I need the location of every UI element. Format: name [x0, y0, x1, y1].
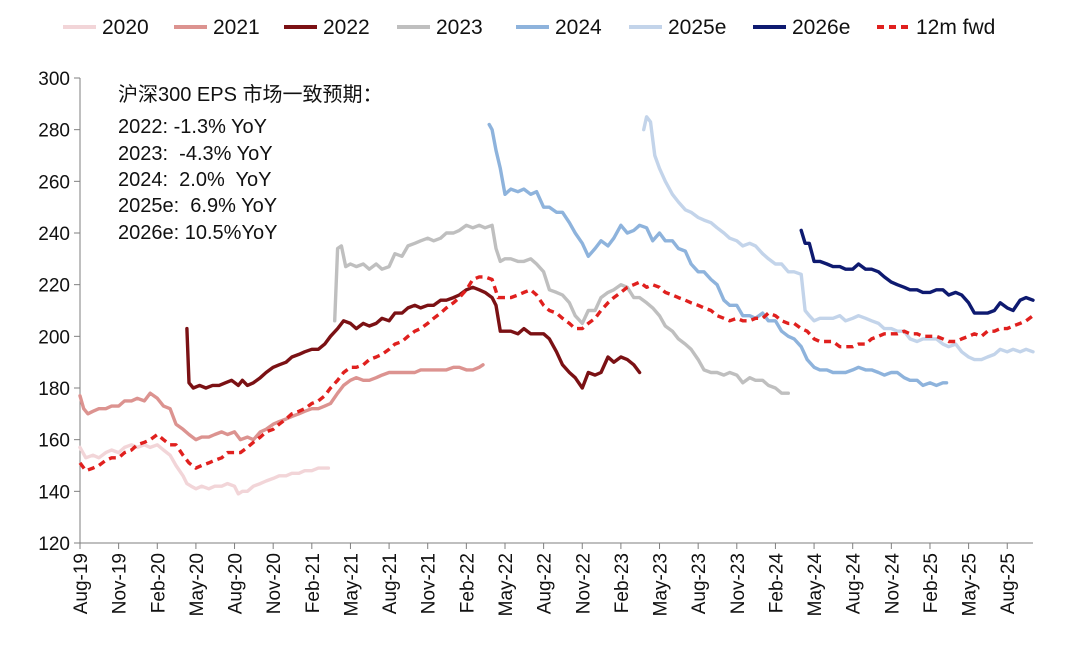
legend-item-2023: 2023 — [397, 16, 483, 39]
annotation-line-2024: 2024: 2.0% YoY — [118, 169, 271, 191]
x-tick-label: May-22 — [496, 553, 517, 616]
series-layer — [78, 115, 1035, 496]
legend-item-12m-fwd: 12m fwd — [877, 16, 995, 39]
annotation-line-2025e: 2025e: 6.9% YoY — [118, 195, 277, 217]
x-tick-label: Nov-22 — [573, 553, 594, 614]
x-tick-label: Nov-21 — [419, 553, 440, 614]
legend-item-2026e: 2026e — [753, 16, 850, 39]
x-tick-label: May-21 — [341, 553, 362, 616]
legend-item-2021: 2021 — [174, 16, 260, 39]
legend-label: 2026e — [792, 16, 850, 39]
y-tick-label: 180 — [38, 379, 70, 400]
x-tick-label: Aug-25 — [998, 553, 1019, 614]
y-tick-label: 160 — [38, 431, 70, 452]
annotation-box: 沪深300 EPS 市场一致预期： 2022: -1.3% YoY 2023: … — [118, 83, 383, 244]
annotation-heading: 沪深300 EPS 市场一致预期： — [118, 83, 383, 106]
legend-item-2022: 2022 — [284, 16, 370, 39]
y-tick-label: 280 — [38, 121, 70, 142]
x-tick-label: Nov-19 — [110, 553, 131, 614]
x-tick-label: Nov-24 — [882, 553, 903, 615]
x-tick-label: Aug-24 — [844, 553, 865, 615]
x-tick-label: Feb-20 — [148, 553, 169, 613]
y-axis: 120 140 160 180 200 220 240 260 280 300 — [38, 69, 81, 555]
legend-label: 12m fwd — [916, 16, 995, 39]
series-line-2021 — [78, 363, 485, 442]
x-tick-label: Feb-22 — [457, 553, 478, 613]
series-line-2025e — [642, 115, 1035, 362]
x-tick-label: Feb-25 — [921, 553, 942, 613]
legend-label: 2025e — [668, 16, 726, 39]
x-tick-label: Feb-23 — [612, 553, 633, 613]
y-tick-label: 220 — [38, 276, 70, 297]
x-tick-label: Nov-20 — [264, 553, 285, 614]
annotation-line-2022: 2022: -1.3% YoY — [118, 116, 267, 138]
y-tick-label: 240 — [38, 224, 70, 245]
annotation-line-2023: 2023: -4.3% YoY — [118, 143, 273, 165]
annotation-line-2026e: 2026e: 10.5%YoY — [118, 222, 277, 244]
y-tick-label: 120 — [38, 534, 70, 555]
y-tick-label: 140 — [38, 482, 70, 503]
x-tick-label: Aug-19 — [71, 553, 92, 614]
series-line-2023 — [333, 223, 790, 395]
series-line-12m-fwd — [78, 275, 1035, 473]
y-tick-label: 200 — [38, 327, 70, 348]
chart-legend: 2020 2021 2022 2023 2024 2025e 2026e 12m fwd — [63, 16, 995, 39]
x-tick-label: Aug-23 — [689, 553, 710, 614]
x-tick-label: Feb-24 — [766, 553, 787, 614]
x-tick-label: Aug-20 — [226, 553, 247, 614]
x-tick-label: Aug-22 — [535, 553, 556, 614]
x-tick-label: Feb-21 — [303, 553, 324, 613]
x-tick-label: May-20 — [187, 553, 208, 616]
legend-label: 2024 — [555, 16, 602, 39]
legend-label: 2022 — [323, 16, 370, 39]
series-line-2022 — [185, 285, 642, 390]
legend-label: 2020 — [102, 16, 149, 39]
x-tick-label: Aug-21 — [380, 553, 401, 614]
series-line-2026e — [799, 228, 1035, 315]
legend-item-2024: 2024 — [516, 16, 602, 39]
y-tick-label: 300 — [38, 69, 70, 90]
x-tick-label: May-23 — [651, 553, 672, 616]
legend-label: 2021 — [213, 16, 260, 39]
x-axis: Aug-19 Nov-19 Feb-20 May-20 Aug-20 Nov-20 Feb-… — [71, 542, 1033, 617]
x-tick-label: Nov-23 — [728, 553, 749, 614]
legend-item-2020: 2020 — [63, 16, 149, 39]
y-tick-label: 260 — [38, 172, 70, 193]
series-line-2024 — [487, 122, 949, 388]
legend-item-2025e: 2025e — [629, 16, 726, 39]
series-line-2020 — [78, 443, 331, 496]
x-tick-label: May-25 — [960, 553, 981, 616]
x-tick-label: May-24 — [805, 553, 826, 617]
legend-label: 2023 — [436, 16, 483, 39]
